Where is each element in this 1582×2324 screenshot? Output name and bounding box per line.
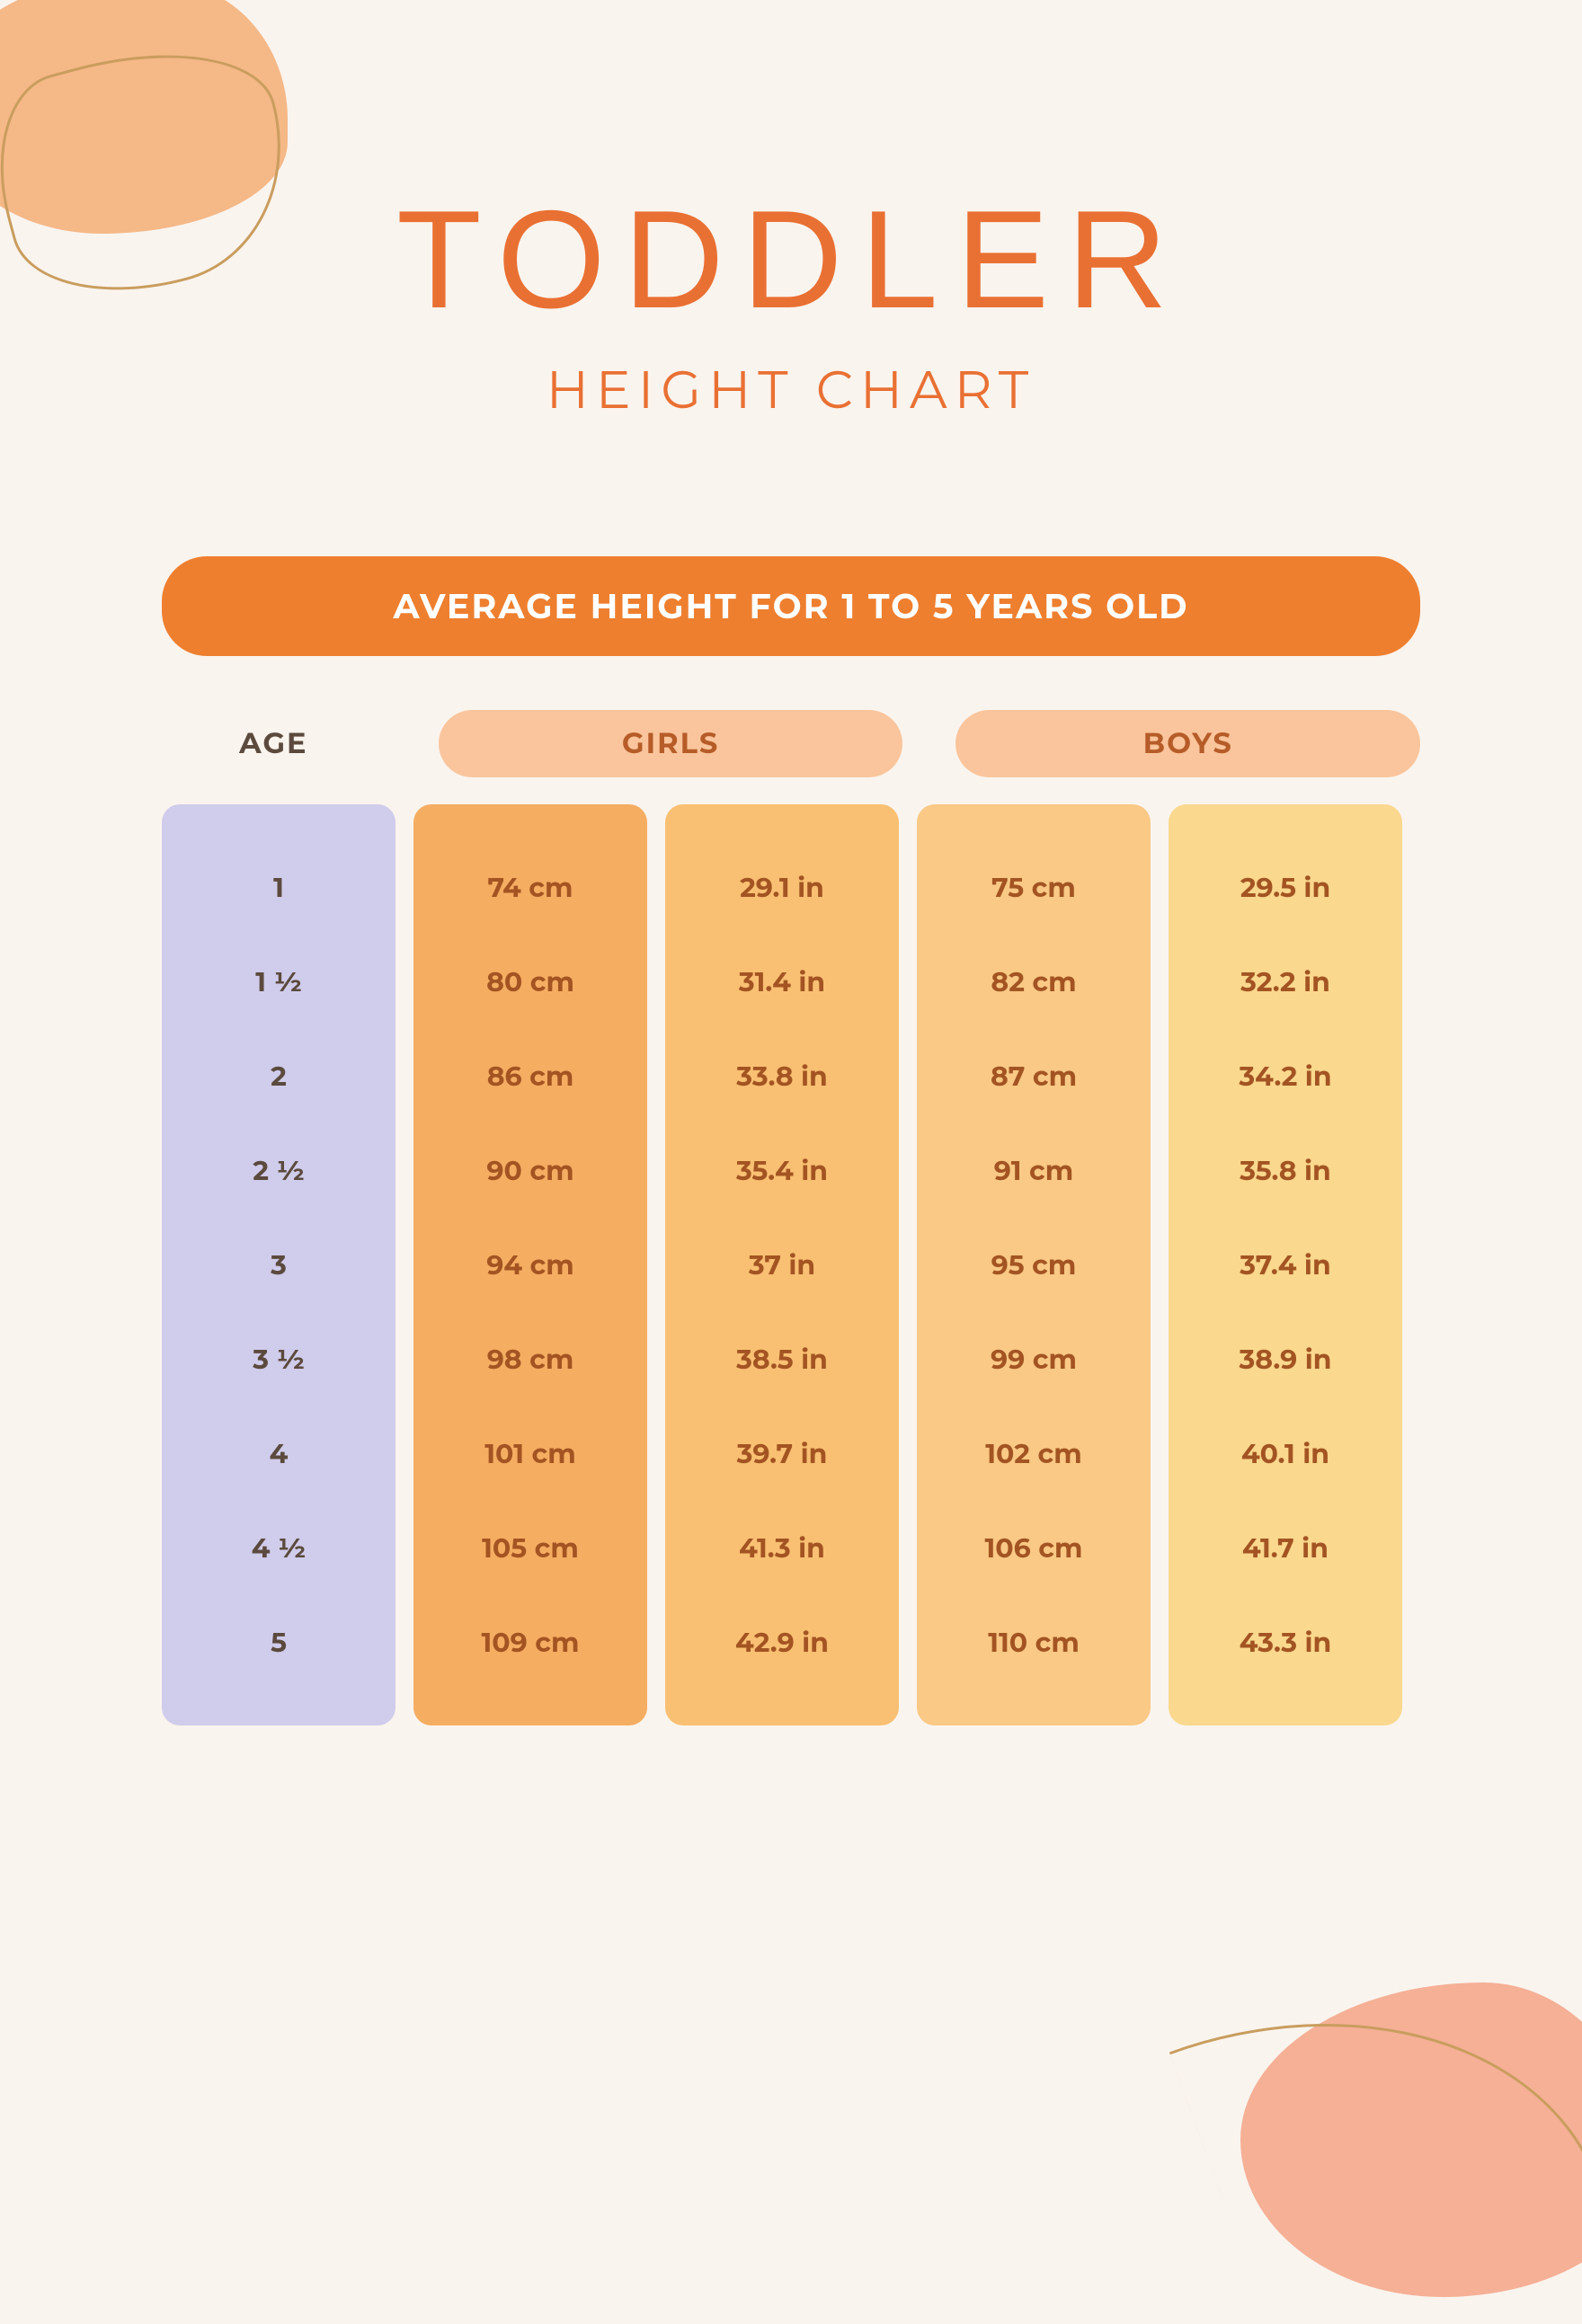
cell-girls-cm: 94 cm <box>413 1218 647 1312</box>
cell-boys-cm: 95 cm <box>917 1218 1151 1312</box>
cell-girls-cm: 105 cm <box>413 1501 647 1595</box>
cell-girls-cm: 86 cm <box>413 1029 647 1123</box>
cell-girls-in: 42.9 in <box>665 1595 899 1690</box>
cell-girls-cm: 80 cm <box>413 935 647 1029</box>
cell-age: 4 <box>162 1406 396 1501</box>
column-girls-in: 29.1 in 31.4 in 33.8 in 35.4 in 37 in 38… <box>665 804 899 1725</box>
cell-girls-in: 31.4 in <box>665 935 899 1029</box>
cell-boys-cm: 102 cm <box>917 1406 1151 1501</box>
cell-boys-cm: 87 cm <box>917 1029 1151 1123</box>
cell-boys-cm: 91 cm <box>917 1123 1151 1218</box>
cell-boys-in: 41.7 in <box>1169 1501 1402 1595</box>
cell-girls-in: 39.7 in <box>665 1406 899 1501</box>
cell-age: 2 <box>162 1029 396 1123</box>
cell-age: 1 <box>162 840 396 935</box>
cell-girls-cm: 98 cm <box>413 1312 647 1406</box>
cell-boys-in: 32.2 in <box>1169 935 1402 1029</box>
cell-girls-in: 35.4 in <box>665 1123 899 1218</box>
cell-age: 5 <box>162 1595 396 1690</box>
column-boys-cm: 75 cm 82 cm 87 cm 91 cm 95 cm 99 cm 102 … <box>917 804 1151 1725</box>
header-boys: BOYS <box>955 710 1420 777</box>
cell-boys-cm: 110 cm <box>917 1595 1151 1690</box>
cell-boys-in: 34.2 in <box>1169 1029 1402 1123</box>
header-girls: GIRLS <box>439 710 903 777</box>
cell-boys-in: 37.4 in <box>1169 1218 1402 1312</box>
cell-boys-cm: 106 cm <box>917 1501 1151 1595</box>
page-subtitle: HEIGHT CHART <box>0 358 1582 421</box>
header-age: AGE <box>162 710 386 777</box>
cell-age: 4 ½ <box>162 1501 396 1595</box>
content-container: TODDLER HEIGHT CHART AVERAGE HEIGHT FOR … <box>0 0 1582 1725</box>
decorative-blob-bottom-right <box>1133 1875 1582 2324</box>
cell-boys-cm: 75 cm <box>917 840 1151 935</box>
column-boys-in: 29.5 in 32.2 in 34.2 in 35.8 in 37.4 in … <box>1169 804 1402 1725</box>
cell-age: 1 ½ <box>162 935 396 1029</box>
cell-age: 2 ½ <box>162 1123 396 1218</box>
cell-boys-cm: 99 cm <box>917 1312 1151 1406</box>
cell-age: 3 ½ <box>162 1312 396 1406</box>
cell-boys-in: 29.5 in <box>1169 840 1402 935</box>
banner-heading: AVERAGE HEIGHT FOR 1 TO 5 YEARS OLD <box>162 556 1420 656</box>
cell-girls-in: 38.5 in <box>665 1312 899 1406</box>
cell-boys-in: 43.3 in <box>1169 1595 1402 1690</box>
cell-girls-in: 29.1 in <box>665 840 899 935</box>
cell-girls-cm: 109 cm <box>413 1595 647 1690</box>
height-table: 1 1 ½ 2 2 ½ 3 3 ½ 4 4 ½ 5 74 cm 80 cm 86… <box>162 804 1420 1725</box>
cell-boys-in: 35.8 in <box>1169 1123 1402 1218</box>
cell-girls-in: 37 in <box>665 1218 899 1312</box>
cell-girls-cm: 101 cm <box>413 1406 647 1501</box>
cell-boys-in: 40.1 in <box>1169 1406 1402 1501</box>
column-headers: AGE GIRLS BOYS <box>162 710 1420 777</box>
cell-boys-in: 38.9 in <box>1169 1312 1402 1406</box>
cell-girls-in: 33.8 in <box>665 1029 899 1123</box>
column-girls-cm: 74 cm 80 cm 86 cm 90 cm 94 cm 98 cm 101 … <box>413 804 647 1725</box>
cell-age: 3 <box>162 1218 396 1312</box>
page-title: TODDLER <box>0 180 1582 340</box>
cell-girls-cm: 90 cm <box>413 1123 647 1218</box>
column-age: 1 1 ½ 2 2 ½ 3 3 ½ 4 4 ½ 5 <box>162 804 396 1725</box>
cell-girls-in: 41.3 in <box>665 1501 899 1595</box>
cell-boys-cm: 82 cm <box>917 935 1151 1029</box>
cell-girls-cm: 74 cm <box>413 840 647 935</box>
